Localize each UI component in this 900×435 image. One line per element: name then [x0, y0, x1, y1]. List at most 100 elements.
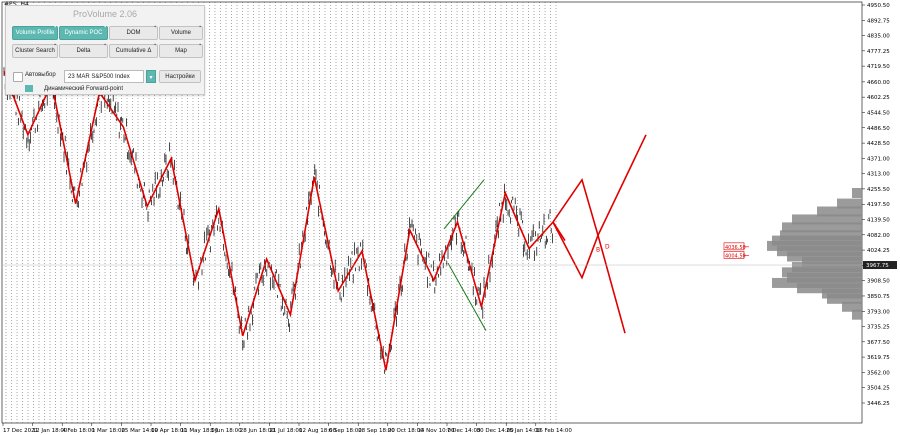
price-tick-label: 4777.25: [867, 49, 890, 55]
price-tick-label: 4835.00: [867, 34, 890, 40]
price-bars: [3, 67, 553, 374]
settings-button[interactable]: Настройки: [159, 70, 201, 83]
zigzag-line: [3, 71, 554, 371]
time-tick-label: 14 Nov 10:00: [417, 428, 455, 434]
panel-button-3[interactable]: Volume ▪: [159, 24, 203, 40]
autoselect-checkbox[interactable]: [13, 72, 23, 82]
panel-button-0[interactable]: Volume Profile ▪: [12, 24, 58, 40]
price-tick-label: 4024.25: [867, 248, 890, 254]
wave-label-d: D: [605, 244, 610, 251]
volume-profile-bar: [827, 293, 862, 304]
volume-profile-bar: [822, 288, 862, 299]
panel-button-label: Cluster Search: [15, 48, 55, 54]
panel-button-label: Volume Profile: [15, 30, 55, 36]
time-tick-label: 30 Dec 14:00: [477, 428, 514, 434]
panel-button-4[interactable]: Cluster Search ▪: [12, 42, 58, 58]
panel-button-label: Map: [175, 48, 187, 54]
panel-button-label: Dynamic POC: [64, 30, 103, 36]
price-tick-label: 4660.00: [867, 80, 890, 86]
forecast-link: [552, 221, 566, 242]
volume-profile-bar: [792, 262, 862, 273]
button-settings-icon: ▪: [154, 42, 156, 48]
volume-profile-bar: [777, 246, 862, 257]
panel-button-label: Delta: [76, 48, 91, 54]
price-tick-label: 4139.50: [867, 218, 890, 224]
button-settings-icon: ▪: [199, 42, 201, 48]
price-tick-label: 4197.50: [867, 202, 890, 208]
time-tick-label: 16 Feb 14:00: [536, 428, 573, 434]
forecast-zigzag: [552, 134, 647, 280]
time-tick-label: 3 Jun 18:00: [210, 428, 242, 434]
time-tick-label: 20 Oct 18:00: [388, 428, 424, 434]
forward-point-label: Динамический Forward-point: [44, 86, 124, 92]
volume-profile-bar: [772, 235, 862, 246]
panel-title: ProVolume 2.06: [72, 9, 138, 19]
volume-profile-bar: [842, 301, 862, 312]
price-tick-label: 4313.00: [867, 172, 890, 178]
time-tick-label: 12 Aug 18:00: [299, 428, 337, 434]
panel-button-label: Volume: [170, 30, 191, 36]
wave-label-b: B: [596, 247, 600, 254]
volume-profile-bar: [852, 309, 862, 320]
time-tick-label: 25 Jan 14:00: [506, 428, 541, 434]
price-tick-label: 4892.75: [867, 18, 890, 24]
volume-profile-bar: [780, 230, 862, 241]
time-tick-label: 19 Apr 18:00: [151, 428, 187, 434]
price-tick-label: 4544.50: [867, 110, 890, 116]
time-tick-label: 1 Mar 18:00: [92, 428, 126, 434]
price-tick-label: 4371.00: [867, 156, 890, 162]
button-settings-icon: ▪: [54, 42, 56, 48]
forward-point-color-swatch[interactable]: [25, 85, 33, 92]
price-tick-label: 4602.25: [867, 95, 890, 101]
time-tick-label: 7 Dec 14:00: [447, 428, 481, 434]
instrument-field[interactable]: 23 MAR S&P500 Index: [64, 70, 144, 83]
autoselect-label: Автовыбор: [25, 72, 56, 78]
price-tick-label: 3446.25: [867, 401, 890, 407]
current-price-badge: [863, 261, 897, 270]
level-label-text: 4004.50: [725, 253, 746, 259]
time-tick-label: 21 Jul 18:00: [269, 428, 302, 434]
price-tick-label: 4255.50: [867, 187, 890, 193]
button-settings-icon: ▪: [104, 42, 106, 48]
provolume-panel: ProVolume 2.06 Volume Profile ▪ Dynamic PO…: [5, 5, 205, 95]
volume-profile-bar: [772, 277, 862, 288]
price-tick-label: 4428.50: [867, 141, 890, 147]
button-settings-icon: ▪: [104, 24, 106, 30]
time-tick-label: 11 May 18:00: [181, 428, 219, 434]
volume-profile-bar: [792, 214, 862, 225]
panel-button-7[interactable]: Map ▪: [159, 42, 203, 58]
time-tick-label: 28 Sep 18:00: [358, 428, 395, 434]
price-tick-label: 3850.75: [867, 294, 890, 300]
price-tick-label: 3735.25: [867, 325, 890, 331]
instrument-dropdown-button[interactable]: ▾: [146, 70, 156, 83]
time-tick-label: 25 Mar 14:00: [121, 428, 158, 434]
channel-lower-line: [447, 262, 487, 331]
price-tick-label: 3677.50: [867, 340, 890, 346]
time-tick-label: 4 Feb 18:00: [62, 428, 95, 434]
volume-profile-bar: [852, 187, 862, 198]
button-settings-icon: ▪: [154, 24, 156, 30]
button-settings-icon: ▪: [199, 24, 201, 30]
price-tick-label: 3619.75: [867, 355, 890, 361]
price-tick-label: 3562.00: [867, 370, 890, 376]
price-tick-label: 3908.50: [867, 279, 890, 285]
level-label-box: [723, 242, 745, 251]
button-settings-icon: ▪: [54, 24, 56, 30]
price-tick-label: 4486.50: [867, 126, 890, 132]
volume-profile-bar: [837, 198, 862, 209]
price-tick-label: 4719.50: [867, 64, 890, 70]
panel-button-2[interactable]: DOM ▪: [109, 24, 158, 40]
volume-profile-bar: [802, 256, 862, 267]
volume-profile-bar: [782, 222, 862, 233]
panel-button-5[interactable]: Delta ▪: [59, 42, 108, 58]
volume-profile-bar: [767, 240, 862, 251]
panel-button-1[interactable]: Dynamic POC ▪: [59, 24, 108, 40]
price-tick-label: 3793.00: [867, 309, 890, 315]
forecast-zigzag: [552, 177, 626, 334]
time-tick-label: 28 Jun 18:00: [240, 428, 275, 434]
level-label-text: 4036.50: [725, 245, 746, 251]
price-tick-label: 4082.00: [867, 233, 890, 239]
panel-button-6[interactable]: Cumulative Δ ▪: [109, 42, 158, 58]
